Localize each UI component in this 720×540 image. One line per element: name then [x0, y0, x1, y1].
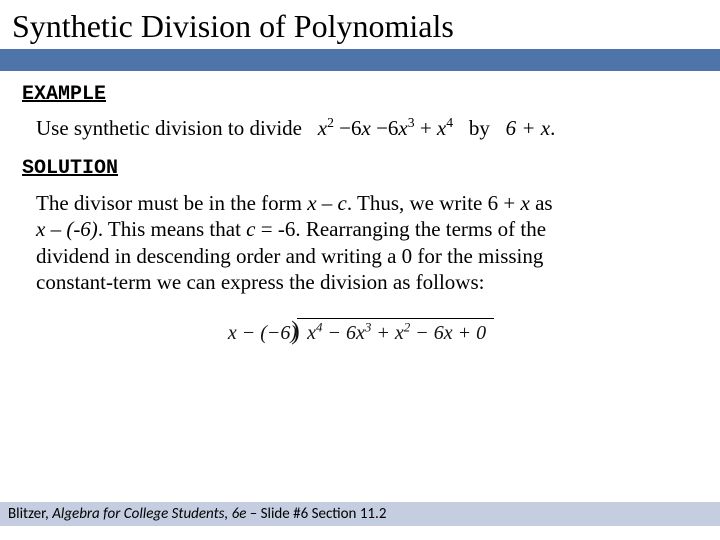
sol-form2: x – (-6): [36, 217, 98, 241]
solution-label: SOLUTION: [22, 157, 698, 180]
footer-rest: – Slide #6 Section 11.2: [246, 505, 386, 523]
sol-s2a: . This means that: [98, 217, 246, 241]
footer-bar: Blitzer, Algebra for College Students, 6…: [0, 502, 720, 526]
sol-s2b: = -6. Rearranging the terms of the: [255, 217, 546, 241]
long-div-paren-icon: ): [291, 318, 300, 347]
long-division-display: x − (−6) ) x4 − 6x3 + x2 − 6x + 0: [22, 321, 698, 345]
example-intro: Use synthetic division to divide: [36, 116, 302, 140]
example-problem: Use synthetic division to divide x2 −6x …: [22, 116, 698, 141]
sol-x: x: [520, 191, 529, 215]
long-div-divisor: x − (−6): [228, 322, 297, 345]
footer-text: Blitzer, Algebra for College Students, 6…: [8, 505, 386, 523]
footer-book: Algebra for College Students, 6e: [52, 505, 246, 523]
divisor-expression: 6 + x: [506, 116, 551, 140]
solution-paragraph: The divisor must be in the form x – c. T…: [22, 190, 698, 295]
title-bar: [0, 49, 720, 71]
footer-author: Blitzer,: [8, 505, 52, 523]
page-title: Synthetic Division of Polynomials: [12, 8, 708, 45]
by-word: by: [469, 116, 490, 140]
dividend-expression: x2 −6x −6x3 + x4: [318, 116, 453, 140]
sol-s4: constant-term we can express the divisio…: [36, 270, 484, 294]
long-div-bar: [297, 318, 494, 319]
sol-s1a: The divisor must be in the form: [36, 191, 307, 215]
sol-s1c: as: [530, 191, 553, 215]
sol-s1b: . Thus, we write 6 +: [347, 191, 521, 215]
long-div-dividend: ) x4 − 6x3 + x2 − 6x + 0: [297, 322, 492, 345]
sol-form1: x – c: [307, 191, 347, 215]
end-punct: .: [550, 116, 555, 140]
title-area: Synthetic Division of Polynomials: [0, 0, 720, 49]
content-area: EXAMPLE Use synthetic division to divide…: [0, 71, 720, 345]
sol-s3: dividend in descending order and writing…: [36, 244, 543, 268]
example-label: EXAMPLE: [22, 83, 698, 106]
